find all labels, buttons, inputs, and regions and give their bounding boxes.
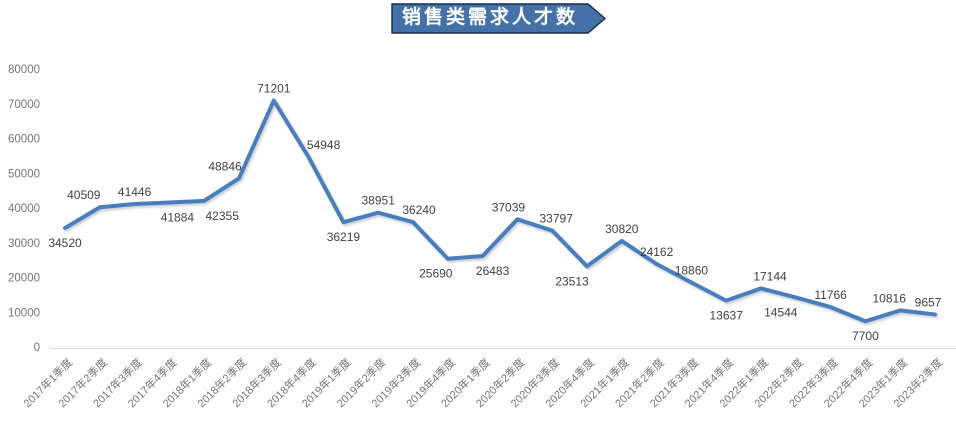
data-label: 36219 [327,230,361,244]
y-tick-label: 30000 [8,238,40,250]
y-tick-label: 50000 [8,168,40,180]
data-label: 71201 [257,82,291,96]
data-label: 41884 [161,210,195,224]
data-label: 48846 [208,159,242,173]
data-label: 36240 [402,203,436,217]
data-label: 25690 [419,267,453,281]
data-label: 10816 [873,291,907,305]
y-tick-label: 10000 [8,307,40,319]
data-label: 40509 [67,188,101,202]
title-banner-arrow [391,3,607,34]
data-label: 37039 [492,200,526,214]
title-banner-shape [391,3,607,34]
y-tick-label: 70000 [8,99,40,111]
y-tick-label: 40000 [8,203,40,215]
y-tick-label: 80000 [8,64,40,76]
data-label: 24162 [640,245,674,259]
data-label: 11766 [814,288,847,302]
series-line [63,98,937,324]
data-label: 18860 [675,263,709,277]
data-label: 41446 [118,185,152,199]
y-tick-label: 20000 [8,273,40,285]
data-label: 9657 [915,295,942,309]
y-tick-label: 60000 [8,134,40,146]
data-label: 17144 [753,269,787,283]
data-label: 38951 [362,194,396,208]
data-label: 13637 [710,309,744,323]
data-label: 33797 [540,212,574,226]
data-label: 34520 [48,236,82,250]
chart-title: 销售类需求人才数 [401,7,578,28]
data-label: 30820 [605,222,639,236]
y-tick-label: 0 [34,342,40,354]
data-label: 42355 [206,209,240,223]
data-label: 23513 [555,274,589,288]
chart-title-banner: 销售类需求人才数 [391,3,607,34]
data-label: 26483 [476,264,510,278]
data-label: 14544 [764,305,798,319]
data-label: 7700 [852,329,879,343]
data-label: 54948 [307,138,341,152]
